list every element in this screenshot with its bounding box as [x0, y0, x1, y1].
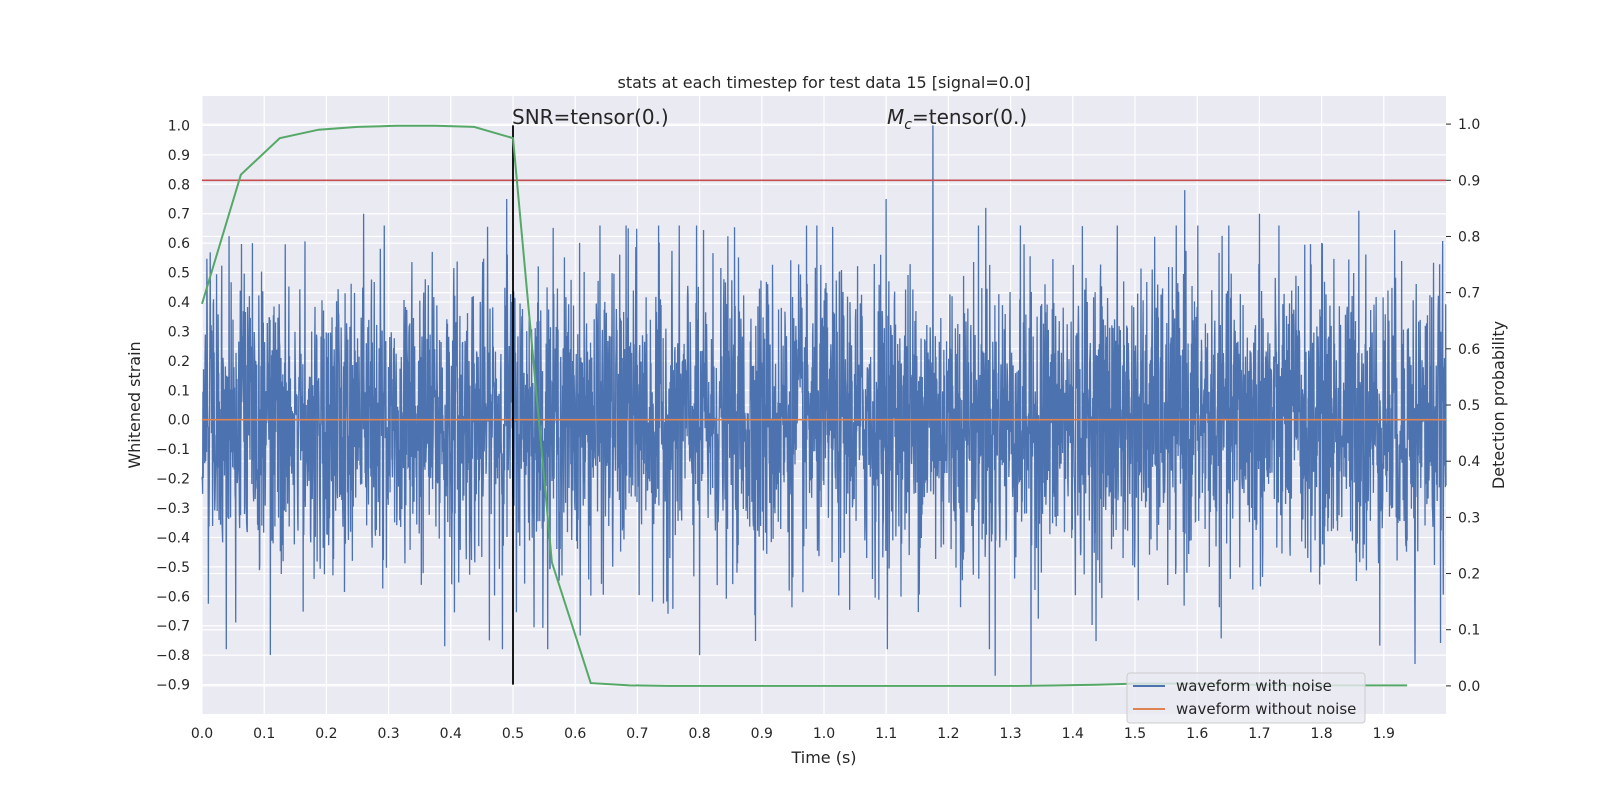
- y-tick-label-left: 0.3: [168, 324, 190, 340]
- x-tick-label: 1.2: [937, 726, 959, 742]
- y-tick-label-left: −0.3: [156, 501, 190, 517]
- y-tick-label-left: −0.9: [156, 678, 190, 694]
- y-tick-label-left: 1.0: [168, 118, 190, 134]
- y-tick-label-left: −0.5: [156, 560, 190, 576]
- legend-label-noise: waveform with noise: [1176, 677, 1332, 695]
- y-tick-label-left: 0.5: [168, 266, 190, 282]
- y-tick-label-right: 1.0: [1458, 117, 1480, 133]
- chart-title: stats at each timestep for test data 15 …: [618, 73, 1031, 92]
- x-tick-label: 0.2: [315, 726, 337, 742]
- annotation-snr: SNR=tensor(0.): [512, 105, 669, 129]
- y-tick-label-right: 0.6: [1458, 342, 1480, 358]
- y-tick-label-right: 0.1: [1458, 623, 1480, 639]
- y-axis-label-right: Detection probability: [1489, 321, 1508, 489]
- x-tick-label: 0.8: [688, 726, 710, 742]
- annotation-mc-value: =tensor(0.): [912, 105, 1027, 129]
- y-tick-label-right: 0.0: [1458, 679, 1480, 695]
- y-tick-label-right: 0.5: [1458, 398, 1480, 414]
- x-tick-label: 1.8: [1310, 726, 1332, 742]
- legend-label-clean: waveform without noise: [1176, 700, 1356, 718]
- annotation-mc-symbol: M: [887, 105, 904, 129]
- y-tick-label-left: 0.1: [168, 383, 190, 399]
- x-tick-label: 0.4: [440, 726, 462, 742]
- x-tick-label: 1.1: [875, 726, 897, 742]
- x-tick-label: 1.5: [1124, 726, 1146, 742]
- y-tick-label-right: 0.9: [1458, 173, 1480, 189]
- y-axis-label-left: Whitened strain: [125, 341, 144, 468]
- y-tick-label-left: 0.6: [168, 236, 190, 252]
- x-axis-label: Time (s): [790, 748, 856, 767]
- y-tick-label-left: −0.4: [156, 530, 190, 546]
- y-tick-label-left: −0.1: [156, 442, 190, 458]
- x-tick-label: 1.7: [1248, 726, 1270, 742]
- legend: waveform with noise waveform without noi…: [1126, 672, 1366, 724]
- annotation-mc-subscript: c: [904, 117, 912, 133]
- y-tick-label-left: −0.2: [156, 472, 190, 488]
- y-tick-label-left: 0.0: [168, 413, 190, 429]
- annotation-mc: Mc=tensor(0.): [887, 105, 1027, 133]
- y-tick-label-left: 0.4: [168, 295, 190, 311]
- legend-box: [1126, 672, 1366, 724]
- x-tick-label: 0.1: [253, 726, 275, 742]
- y-tick-label-right: 0.3: [1458, 510, 1480, 526]
- x-tick-label: 1.0: [813, 726, 835, 742]
- ticks: 0.0 0.1 0.2 0.3 0.4 0.5 0.6 0.7 0.8 0.9 1.0 1.1 1.2 1…: [156, 117, 1480, 742]
- x-tick-label: 1.4: [1062, 726, 1084, 742]
- y-tick-label-right: 0.8: [1458, 229, 1480, 245]
- y-tick-label-left: −0.7: [156, 619, 190, 635]
- y-tick-label-right: 0.2: [1458, 567, 1480, 583]
- y-tick-label-left: −0.6: [156, 589, 190, 605]
- x-tick-label: 0.7: [626, 726, 648, 742]
- x-tick-label: 1.9: [1373, 726, 1395, 742]
- x-tick-label: 1.3: [999, 726, 1021, 742]
- y-tick-label-left: 0.9: [168, 148, 190, 164]
- x-tick-label: 0.3: [377, 726, 399, 742]
- x-tick-label: 0.6: [564, 726, 586, 742]
- y-tick-label-left: 0.7: [168, 207, 190, 223]
- y-tick-label-right: 0.4: [1458, 454, 1480, 470]
- y-tick-label-left: 0.2: [168, 354, 190, 370]
- x-tick-label: 0.0: [191, 726, 213, 742]
- y-tick-label-left: 0.8: [168, 177, 190, 193]
- y-tick-label-left: −0.8: [156, 648, 190, 664]
- x-tick-label: 0.9: [751, 726, 773, 742]
- x-tick-label: 0.5: [502, 726, 524, 742]
- series-waveform-with-noise: [201, 125, 1447, 685]
- x-tick-label: 1.6: [1186, 726, 1208, 742]
- y-tick-label-right: 0.7: [1458, 286, 1480, 302]
